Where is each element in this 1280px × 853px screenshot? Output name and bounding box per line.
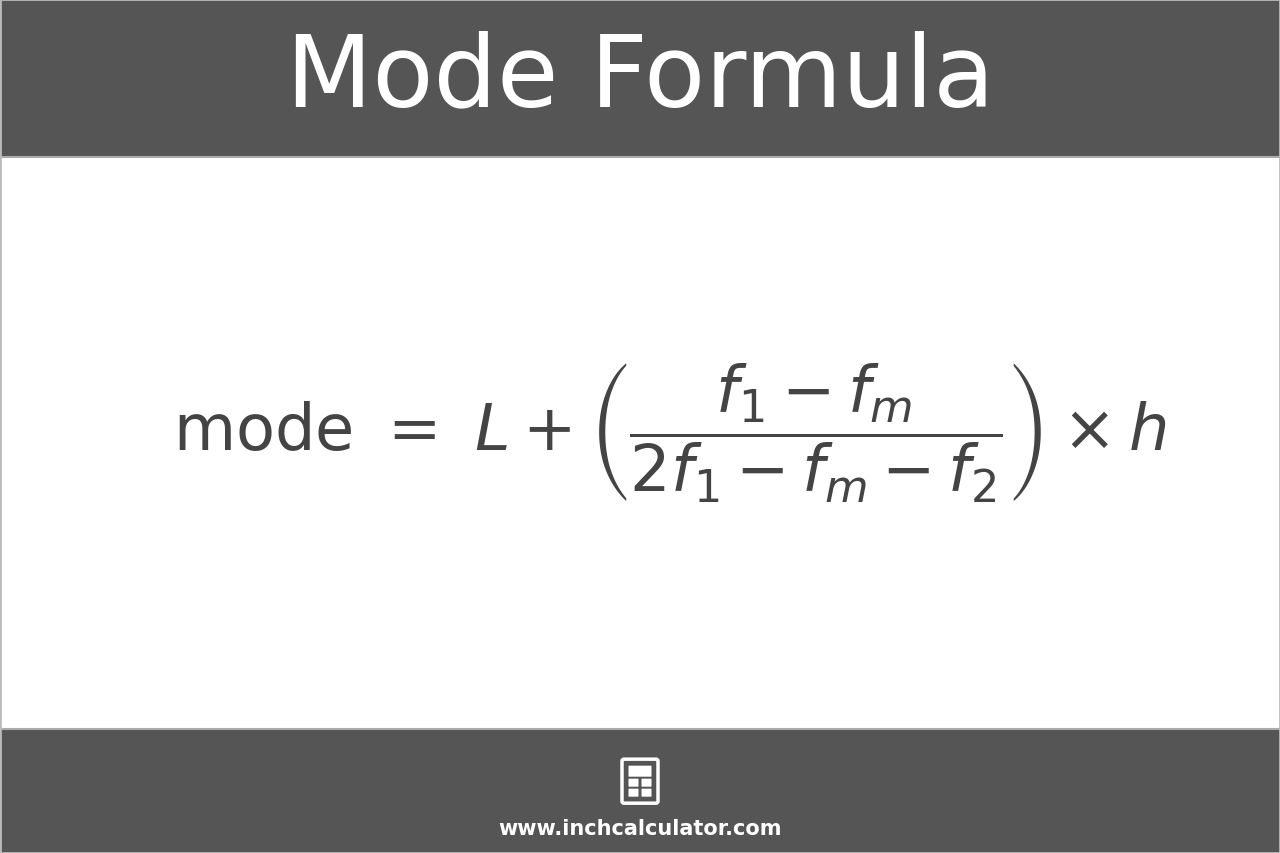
FancyBboxPatch shape <box>641 789 652 797</box>
Text: www.inchcalculator.com: www.inchcalculator.com <box>498 818 782 838</box>
FancyBboxPatch shape <box>628 766 652 777</box>
FancyBboxPatch shape <box>628 779 639 786</box>
Text: Mode Formula: Mode Formula <box>285 31 995 127</box>
Text: $\mathrm{mode}\ =\ \mathit{L} + \left( \dfrac{\mathit{f}_1 - \mathit{f}_m}{2\mat: $\mathrm{mode}\ =\ \mathit{L} + \left( \… <box>173 361 1167 503</box>
FancyBboxPatch shape <box>628 789 639 797</box>
Bar <box>0 729 1280 853</box>
Bar <box>0 0 1280 158</box>
FancyBboxPatch shape <box>641 779 652 786</box>
